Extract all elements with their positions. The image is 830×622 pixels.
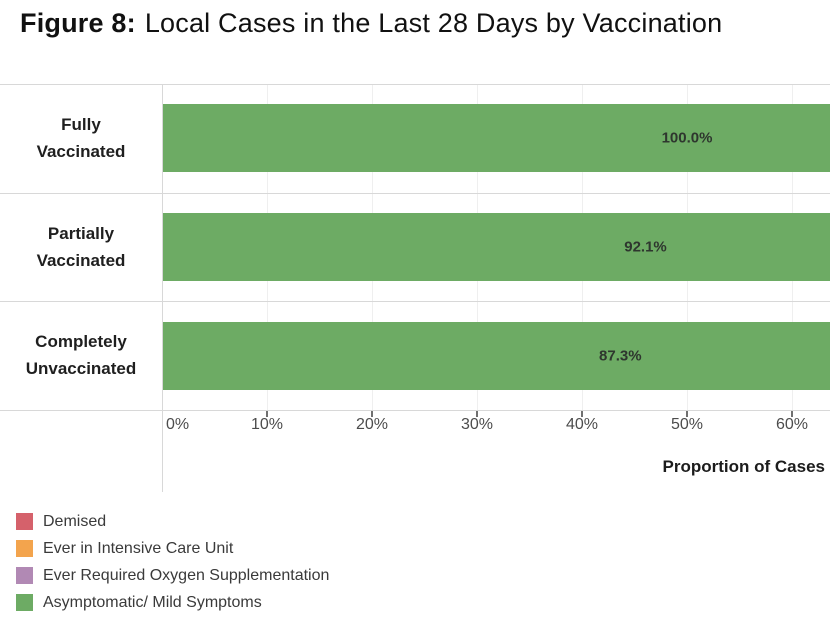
bar-data-label: 87.3% bbox=[599, 347, 642, 365]
x-axis-tick-label: 0% bbox=[166, 416, 190, 433]
legend-swatch-icon bbox=[16, 540, 33, 557]
bar-data-label: 100.0% bbox=[661, 129, 713, 147]
category-label: Partially Vaccinated bbox=[36, 224, 126, 270]
x-axis-title: Proportion of Cases bbox=[662, 457, 825, 476]
x-axis-tick bbox=[581, 411, 583, 417]
legend-label: Asymptomatic/ Mild Symptoms bbox=[43, 593, 262, 611]
figure-title: Figure 8: Local Cases in the Last 28 Days… bbox=[20, 8, 830, 39]
figure-number-label: Figure 8: bbox=[20, 8, 136, 39]
x-axis-line bbox=[0, 410, 830, 411]
x-axis-tick bbox=[476, 411, 478, 417]
category-label: Completely Unvaccinated bbox=[25, 332, 137, 378]
x-axis-tick bbox=[791, 411, 793, 417]
legend-swatch-icon bbox=[16, 513, 33, 530]
row-separator bbox=[0, 301, 830, 302]
bar-segment bbox=[163, 322, 830, 390]
figure-title-text: Local Cases in the Last 28 Days by Vacci… bbox=[144, 8, 723, 38]
legend-item: Demised bbox=[16, 508, 329, 535]
legend-swatch-icon bbox=[16, 594, 33, 611]
legend-item: Asymptomatic/ Mild Symptoms bbox=[16, 589, 329, 616]
x-axis-tick bbox=[371, 411, 373, 417]
legend-swatch-icon bbox=[16, 567, 33, 584]
chart-top-border bbox=[0, 84, 830, 85]
legend-label: Ever in Intensive Care Unit bbox=[43, 539, 234, 557]
legend-item: Ever in Intensive Care Unit bbox=[16, 535, 329, 562]
category-label: Fully Vaccinated bbox=[36, 115, 126, 161]
x-axis-tick-label: 60% bbox=[775, 416, 809, 433]
x-axis-tick-label: 10% bbox=[250, 416, 284, 433]
x-axis-tick-label: 30% bbox=[460, 416, 494, 433]
legend-label: Ever Required Oxygen Supplementation bbox=[43, 566, 330, 584]
row-separator bbox=[0, 193, 830, 194]
bar-data-label: 92.1% bbox=[624, 238, 667, 256]
bar-segment bbox=[163, 104, 830, 172]
bar-segment bbox=[163, 213, 830, 281]
y-axis-line bbox=[162, 84, 163, 492]
legend-item: Ever Required Oxygen Supplementation bbox=[16, 562, 329, 589]
chart-legend: Demised Ever in Intensive Care Unit Ever R… bbox=[16, 508, 329, 616]
x-axis-tick bbox=[266, 411, 268, 417]
x-axis-tick-label: 50% bbox=[670, 416, 704, 433]
x-axis-tick-label: 20% bbox=[355, 416, 389, 433]
x-axis-tick-label: 40% bbox=[565, 416, 599, 433]
x-axis-tick bbox=[686, 411, 688, 417]
legend-label: Demised bbox=[43, 512, 107, 530]
